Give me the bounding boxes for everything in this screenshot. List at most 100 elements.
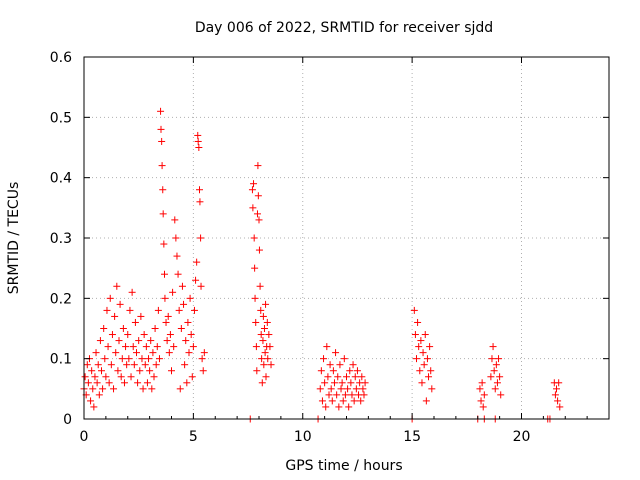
data-point — [94, 361, 102, 369]
data-point — [259, 337, 267, 345]
data-point — [256, 282, 264, 290]
data-point — [420, 361, 428, 369]
x-axis-title: GPS time / hours — [285, 458, 402, 474]
data-point — [182, 337, 190, 345]
data-point — [345, 403, 353, 411]
data-point — [413, 355, 420, 363]
data-point — [324, 373, 332, 381]
data-point — [173, 252, 181, 260]
data-point — [169, 288, 177, 296]
data-point — [95, 391, 103, 399]
x-tick-label: 15 — [403, 429, 421, 445]
data-point — [87, 397, 95, 405]
y-tick-labels: 0 0.1 0.2 0.3 0.4 0.5 0.6 — [50, 50, 72, 428]
data-point — [489, 343, 497, 351]
x-tick-label: 20 — [513, 429, 531, 445]
data-point — [155, 355, 163, 363]
data-point — [190, 306, 198, 314]
data-point — [192, 276, 200, 284]
y-tick-label: 0.1 — [50, 352, 72, 368]
data-point — [479, 403, 487, 411]
data-point — [316, 385, 324, 393]
data-point — [264, 355, 272, 363]
data-point — [199, 367, 207, 375]
data-point — [492, 361, 500, 369]
data-point — [106, 294, 114, 302]
data-point — [139, 385, 147, 393]
grid — [84, 57, 609, 419]
data-point — [151, 325, 159, 332]
x-tick-label: 0 — [80, 429, 89, 445]
data-point — [497, 391, 505, 399]
data-point — [258, 379, 266, 387]
data-point — [160, 240, 168, 248]
data-point — [117, 373, 125, 381]
data-point — [421, 331, 429, 339]
data-point — [321, 379, 329, 387]
data-point — [261, 349, 269, 357]
data-point — [496, 373, 504, 381]
data-point — [428, 385, 436, 393]
data-point — [136, 367, 144, 375]
data-point — [127, 373, 135, 381]
data-point — [181, 361, 189, 369]
data-point — [147, 337, 155, 345]
data-point — [98, 367, 105, 375]
data-point — [426, 343, 434, 351]
data-point — [196, 186, 203, 194]
data-point — [255, 246, 263, 254]
data-point — [143, 379, 151, 387]
data-point — [477, 397, 485, 405]
data-point — [262, 373, 270, 381]
data-point — [332, 349, 340, 357]
data-point — [252, 343, 260, 351]
x-tick-label: 5 — [189, 429, 198, 445]
data-point — [149, 349, 157, 357]
data-point — [103, 306, 111, 314]
data-point — [551, 391, 559, 399]
data-point — [90, 403, 98, 411]
data-point — [326, 361, 334, 369]
data-point — [124, 331, 132, 339]
data-point — [161, 270, 168, 278]
data-point — [197, 234, 205, 242]
data-point — [138, 355, 146, 363]
data-point — [337, 385, 345, 393]
data-point — [153, 343, 161, 351]
data-point — [154, 306, 162, 314]
data-point — [417, 337, 425, 345]
data-point — [174, 270, 182, 278]
data-point — [339, 397, 347, 405]
y-tick-label: 0 — [63, 412, 72, 428]
data-point — [142, 343, 150, 351]
data-point — [157, 125, 165, 133]
data-point — [323, 343, 331, 351]
data-point — [158, 137, 166, 145]
data-point — [334, 373, 342, 381]
data-point — [137, 312, 145, 320]
data-point — [333, 391, 341, 399]
data-point — [425, 373, 433, 381]
data-point — [254, 192, 262, 200]
data-point — [416, 367, 424, 375]
data-point — [141, 361, 149, 369]
axis-ticks — [83, 56, 609, 420]
data-point — [338, 379, 346, 387]
data-point — [249, 204, 257, 212]
data-point — [185, 349, 193, 357]
data-point — [108, 331, 116, 339]
x-tick-labels: 0 5 10 15 20 — [80, 429, 531, 445]
data-point — [168, 367, 175, 375]
data-point — [359, 385, 367, 393]
data-point — [349, 361, 357, 369]
data-point — [148, 385, 156, 393]
data-point — [99, 385, 107, 393]
data-point — [172, 234, 180, 242]
data-point — [163, 337, 171, 345]
data-point — [196, 198, 204, 206]
data-point — [123, 361, 131, 369]
data-point — [260, 361, 268, 369]
data-point — [134, 379, 142, 387]
data-point — [348, 391, 356, 399]
